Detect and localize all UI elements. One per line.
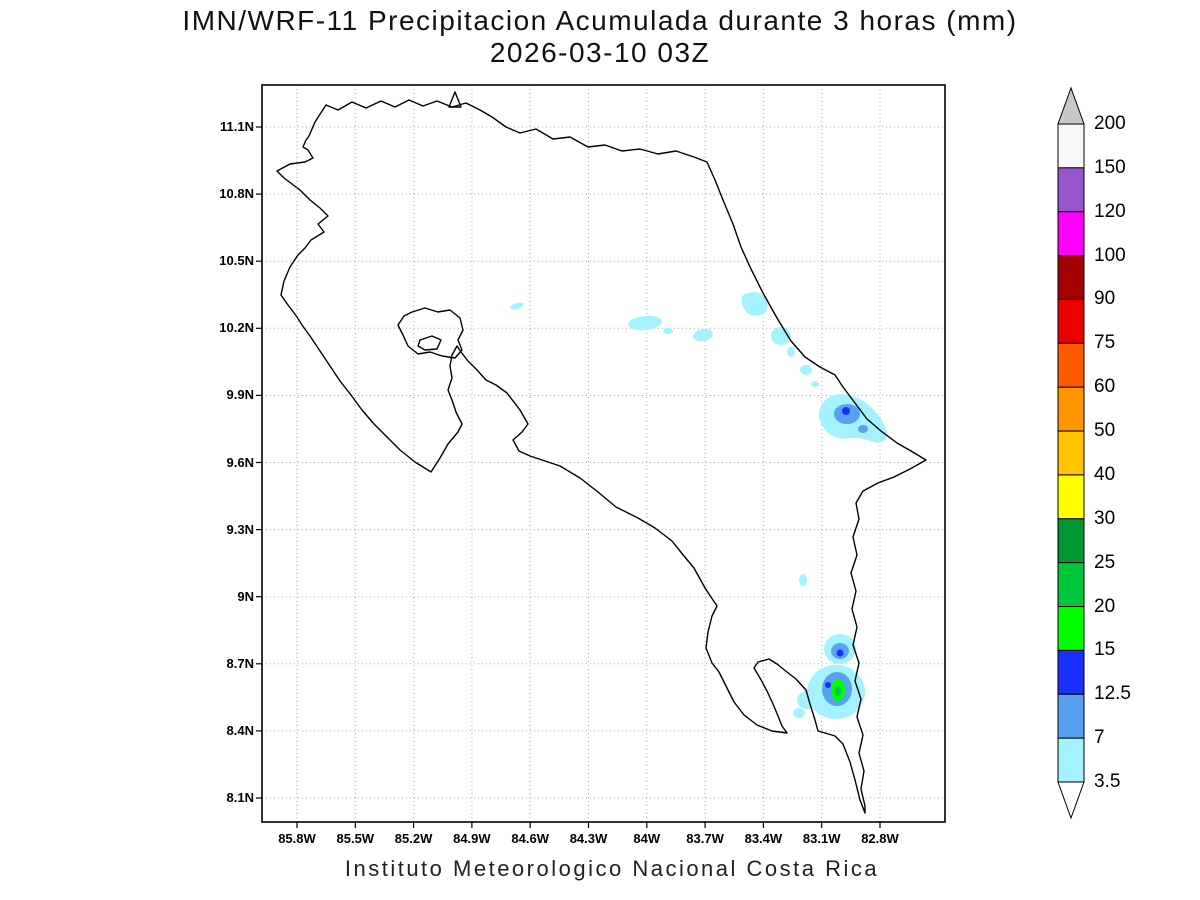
colorbar-segment — [1057, 386, 1085, 432]
grid-lines — [256, 85, 945, 828]
colorbar-arrow-above-max — [1057, 86, 1085, 125]
colorbar-segment — [1057, 562, 1085, 608]
inland-water-contour — [397, 307, 464, 359]
precip-patch — [799, 574, 807, 586]
precip-patch — [797, 691, 817, 709]
colorbar-segment — [1057, 211, 1085, 257]
inland-water-contour-small — [417, 335, 442, 351]
map-frame — [261, 84, 946, 823]
precip-patch — [510, 302, 524, 310]
colorbar-segment — [1057, 123, 1085, 169]
colorbar-segment — [1057, 693, 1085, 739]
precip-patch — [787, 347, 795, 357]
colorbar-arrow-below-min — [1057, 781, 1085, 820]
colorbar-segment — [1057, 518, 1085, 564]
precip-patch — [858, 425, 868, 433]
colorbar-segment — [1057, 737, 1085, 783]
page-title: IMN/WRF-11 Precipitacion Acumulada duran… — [182, 5, 1018, 36]
colorbar-segment — [1057, 649, 1085, 695]
precip-patch — [663, 328, 673, 334]
precip-patch — [811, 381, 819, 387]
colorbar — [1057, 86, 1085, 820]
footer-caption: Instituto Meteorologico Nacional Costa R… — [344, 856, 880, 881]
precip-patch — [741, 292, 768, 316]
colorbar-segment — [1057, 342, 1085, 388]
page-subtitle: 2026-03-10 03Z — [489, 37, 711, 68]
precip-patch — [793, 708, 805, 718]
precip-patch — [628, 315, 662, 331]
colorbar-segment — [1057, 606, 1085, 651]
precip-patch — [825, 682, 831, 688]
coastline-group — [276, 91, 927, 814]
costa-rica-coastline — [276, 99, 927, 814]
colorbar-segment — [1057, 255, 1085, 300]
precip-patch — [834, 685, 842, 697]
island-triangle — [448, 91, 462, 108]
precip-patch — [842, 407, 850, 415]
precip-patch — [693, 328, 713, 342]
colorbar-segment — [1057, 167, 1085, 213]
colorbar-segment — [1057, 430, 1085, 476]
colorbar-segment — [1057, 298, 1085, 344]
colorbar-segment — [1057, 474, 1085, 520]
precipitation-patches — [510, 292, 887, 719]
precip-patch — [836, 649, 844, 657]
precip-patch — [800, 365, 812, 375]
